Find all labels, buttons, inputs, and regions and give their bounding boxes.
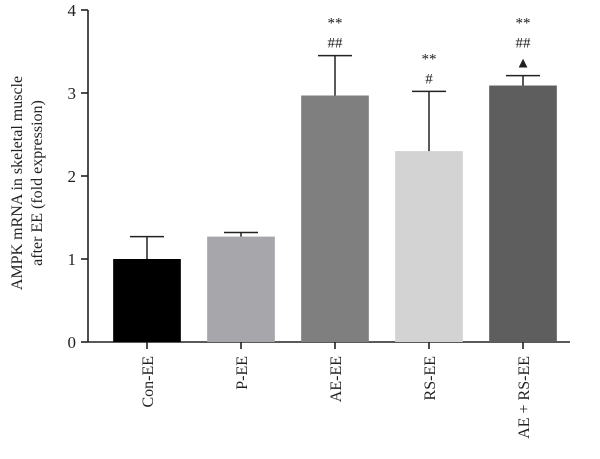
plot-area: 0 1 2 3 4 Con-EE P-EE AE-EE ** ## RS-EE ** # AE + RS-… <box>68 1 570 439</box>
y-axis-title-line-2: after EE (fold expression) <box>29 100 46 266</box>
x-tick-label: AE-EE <box>328 356 345 402</box>
significance-label: ** <box>328 16 343 32</box>
x-tick-label: Con-EE <box>140 356 157 408</box>
bar <box>395 151 463 342</box>
bar <box>207 236 275 342</box>
y-tick-label: 3 <box>68 84 77 103</box>
y-axis-title: AMPK mRNA in skeletal muscle after EE (f… <box>9 76 46 290</box>
y-tick-label: 4 <box>68 1 77 20</box>
bar <box>489 85 557 342</box>
y-axis-title-line-1: AMPK mRNA in skeletal muscle <box>9 76 26 290</box>
significance-label: ▲ <box>516 56 531 72</box>
y-tick-label: 2 <box>68 167 77 186</box>
significance-label: ## <box>328 36 344 52</box>
x-tick-label: P-EE <box>234 356 251 390</box>
x-tick-label: AE + RS-EE <box>516 356 533 439</box>
bar <box>301 95 369 343</box>
significance-label: ## <box>516 36 532 52</box>
significance-label: ** <box>516 16 531 32</box>
significance-label: ** <box>422 51 437 67</box>
significance-label: # <box>425 71 433 87</box>
x-tick-label: RS-EE <box>422 356 439 400</box>
bar <box>113 259 181 342</box>
y-tick-label: 1 <box>68 250 77 269</box>
y-tick-label: 0 <box>68 333 77 352</box>
